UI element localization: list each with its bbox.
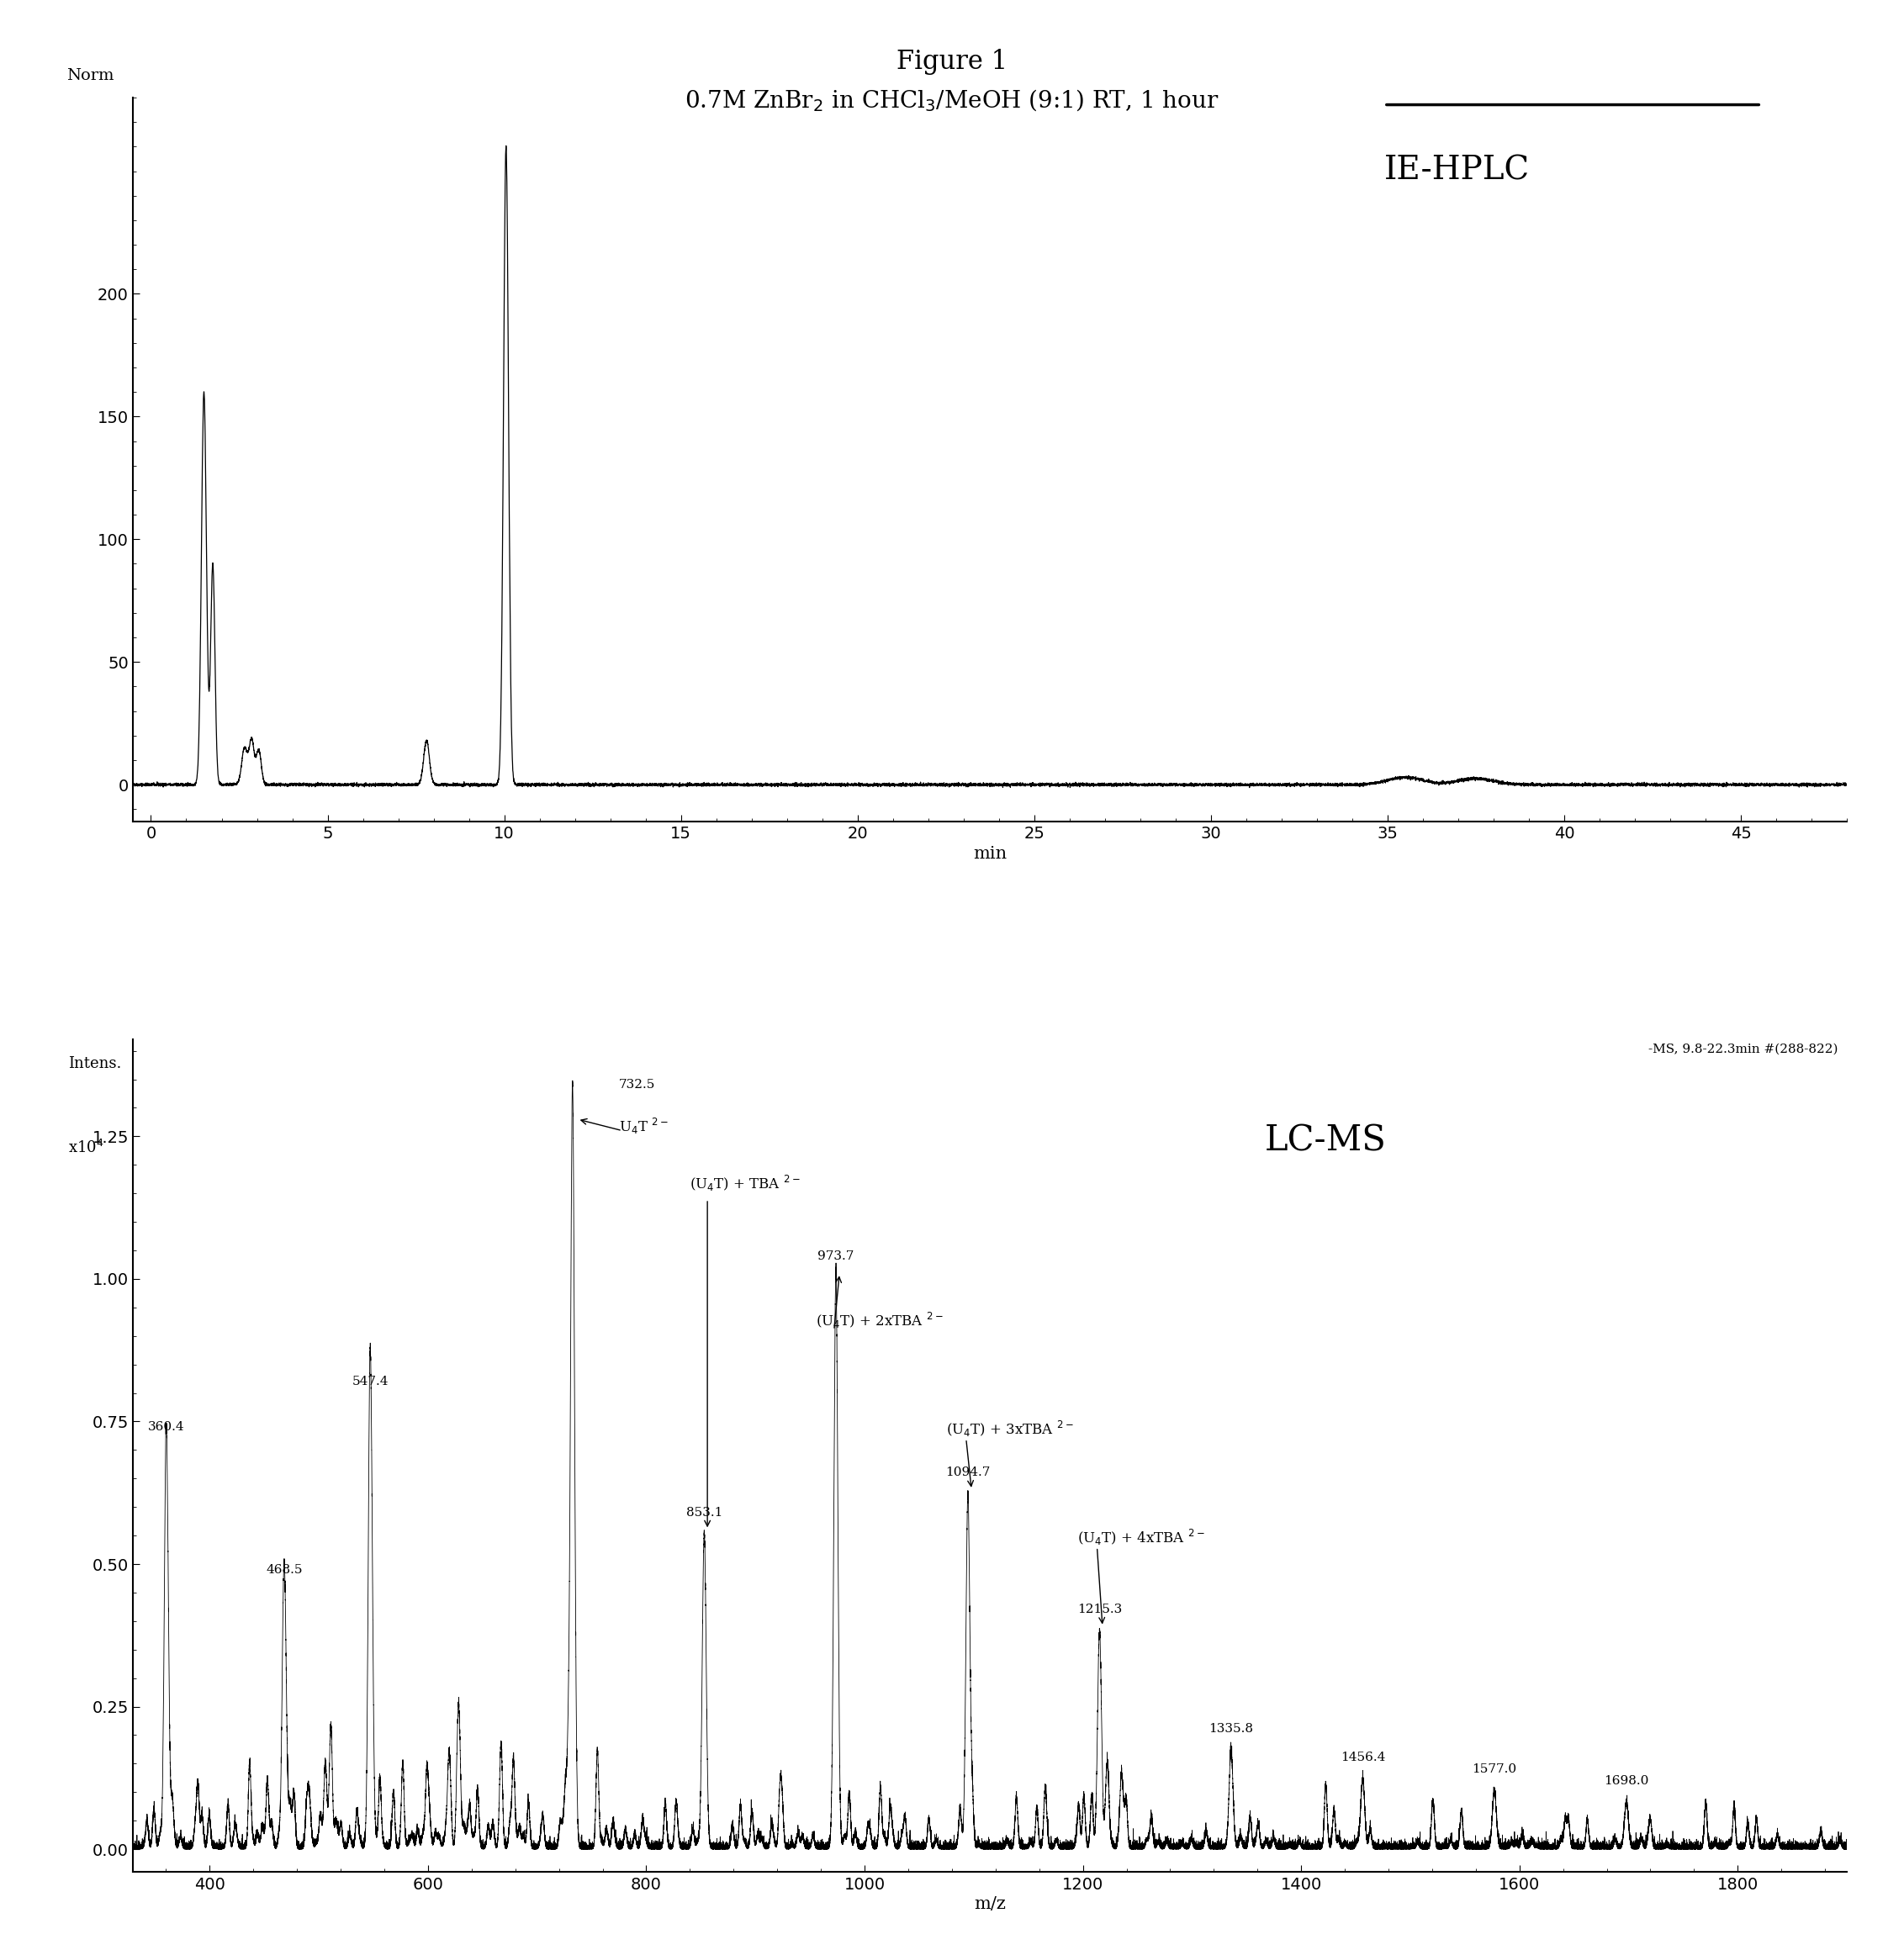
Text: -MS, 9.8-22.3min #(288-822): -MS, 9.8-22.3min #(288-822) [1649,1043,1837,1055]
Text: Norm: Norm [67,68,114,84]
Text: 1335.8: 1335.8 [1209,1724,1253,1736]
Text: Figure 1: Figure 1 [897,49,1007,74]
Text: 1215.3: 1215.3 [1078,1603,1121,1615]
Text: 468.5: 468.5 [267,1564,303,1576]
Text: 1094.7: 1094.7 [946,1466,990,1478]
Text: LC-MS: LC-MS [1264,1123,1386,1158]
Text: 732.5: 732.5 [619,1078,655,1090]
Text: (U$_4$T) + 4xTBA $^{2-}$: (U$_4$T) + 4xTBA $^{2-}$ [1078,1527,1205,1546]
Text: IE-HPLC: IE-HPLC [1384,156,1529,187]
Text: 1698.0: 1698.0 [1603,1774,1649,1786]
Text: 1456.4: 1456.4 [1340,1751,1384,1763]
Text: 547.4: 547.4 [352,1375,388,1386]
Text: 360.4: 360.4 [149,1422,185,1433]
X-axis label: m/z: m/z [975,1895,1005,1913]
Text: 853.1: 853.1 [685,1507,722,1519]
Text: 1577.0: 1577.0 [1472,1763,1517,1775]
Text: 973.7: 973.7 [817,1250,855,1262]
Text: (U$_4$T) + 2xTBA $^{2-}$: (U$_4$T) + 2xTBA $^{2-}$ [815,1310,942,1330]
Text: (U$_4$T) + 3xTBA $^{2-}$: (U$_4$T) + 3xTBA $^{2-}$ [946,1420,1074,1439]
X-axis label: min: min [973,846,1007,862]
Text: U$_4$T $^{2-}$: U$_4$T $^{2-}$ [619,1117,668,1137]
Text: x10$^4$: x10$^4$ [69,1139,105,1156]
Text: 0.7M ZnBr$_2$ in CHCl$_3$/MeOH (9:1) RT, 1 hour: 0.7M ZnBr$_2$ in CHCl$_3$/MeOH (9:1) RT,… [685,88,1219,113]
Text: (U$_4$T) + TBA $^{2-}$: (U$_4$T) + TBA $^{2-}$ [689,1174,800,1193]
Text: Intens.: Intens. [69,1057,122,1071]
